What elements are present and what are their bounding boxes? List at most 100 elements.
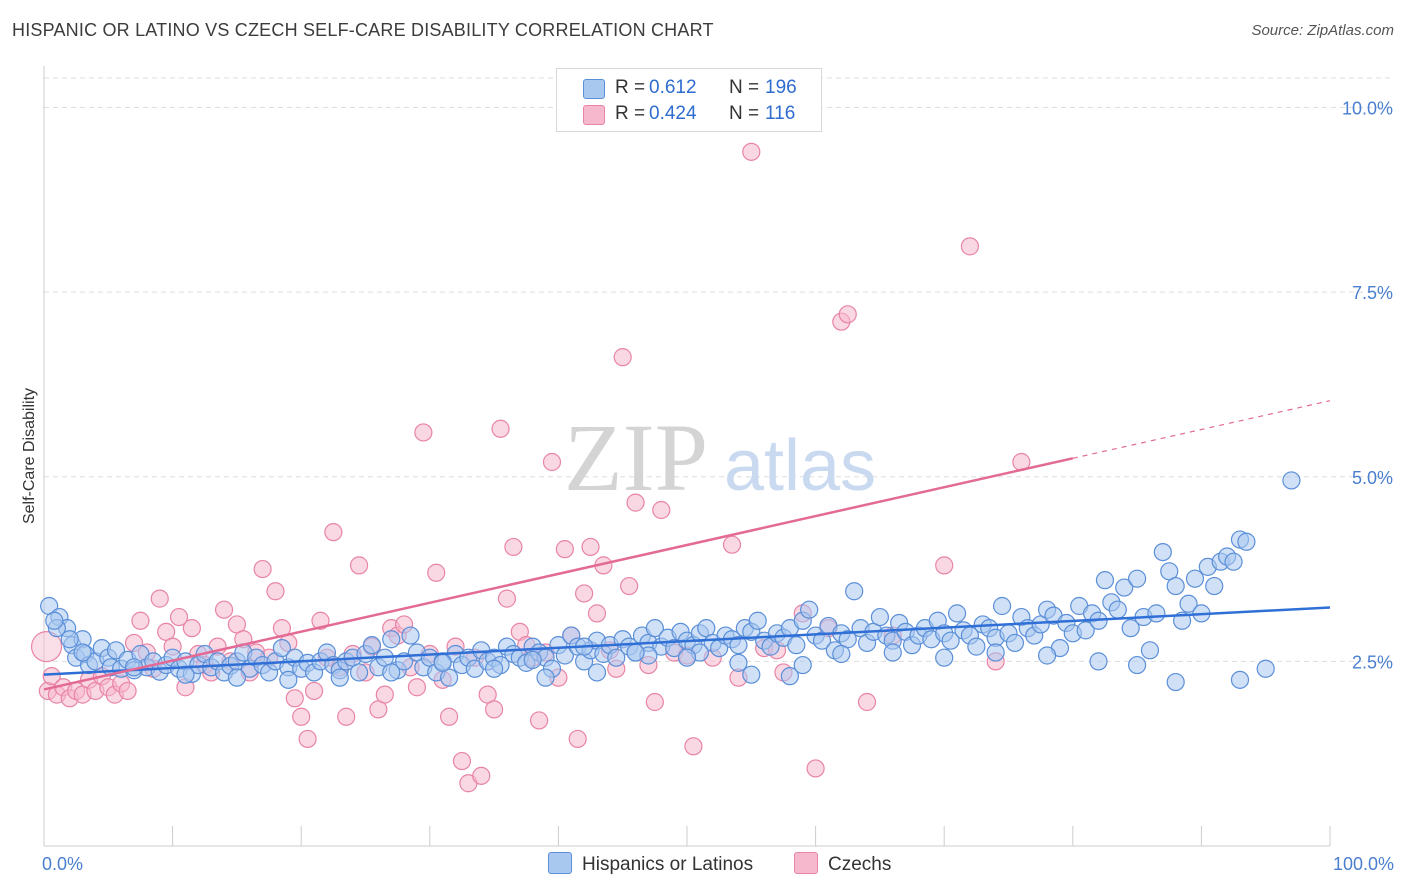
czechs-point	[439, 707, 459, 726]
hispanics-point	[362, 636, 382, 655]
czechs-point	[169, 607, 189, 627]
legend: R = 0.612 N = 196 R = 0.424 N = 116	[556, 68, 822, 132]
czechs-point	[806, 759, 825, 778]
czechs-point	[407, 678, 427, 697]
hispanics-point	[645, 619, 664, 638]
tick-labels: 2.5% 5.0% 7.5% 10.0% 0.0% 100.0%	[42, 99, 1394, 874]
czechs-point	[645, 692, 664, 712]
czechs-point	[742, 142, 761, 161]
hispanics-point	[992, 596, 1012, 616]
czechs-point	[542, 452, 562, 472]
legend-n-label: N =	[729, 103, 760, 124]
hispanics-point	[832, 644, 851, 664]
hispanics-point	[1095, 571, 1115, 590]
hispanics-trend-line	[43, 606, 1331, 676]
hispanics-point	[1166, 672, 1185, 692]
czechs-point	[555, 540, 574, 559]
czechs-point	[253, 559, 272, 579]
czechs-point	[337, 707, 356, 726]
x-tick-label: 0.0%	[42, 854, 83, 874]
legend-n-label: N =	[729, 77, 760, 98]
czechs-point	[414, 423, 433, 442]
hispanics-point	[1179, 594, 1198, 613]
hispanics-point	[1127, 569, 1147, 588]
czechs-point	[504, 537, 523, 557]
hispanics-point	[1153, 542, 1172, 562]
legend-swatch-pink	[794, 852, 818, 874]
trend-lines	[43, 400, 1331, 691]
czechs-point	[530, 711, 549, 730]
x-tick-label: 100.0%	[1333, 854, 1394, 874]
hispanics-point	[787, 636, 806, 655]
hispanics-point	[1115, 578, 1134, 597]
watermark-atlas: atlas	[724, 426, 876, 506]
czechs-point	[684, 737, 703, 756]
czechs-point	[652, 500, 671, 520]
hispanics-point	[1185, 569, 1205, 588]
hispanics-point	[1282, 471, 1301, 490]
hispanics-point	[607, 648, 626, 667]
hispanics-point	[536, 668, 555, 687]
czechs-point	[581, 537, 600, 557]
legend-r-label: R =	[615, 77, 646, 98]
hispanics-point	[485, 659, 504, 678]
source-credit: Source: ZipAtlas.com	[1251, 22, 1394, 39]
czechs-point	[491, 419, 510, 438]
czechs-point	[587, 604, 607, 623]
hispanics-point	[279, 670, 298, 689]
hispanics-point	[748, 611, 767, 630]
hispanics-point	[986, 643, 1005, 662]
hispanics-point	[1256, 659, 1275, 678]
hispanics-point	[1147, 604, 1166, 623]
hispanics-point	[883, 643, 902, 662]
czechs-point	[214, 600, 234, 619]
bottom-legend-pink: Czechs	[794, 852, 891, 876]
hispanics-point	[330, 668, 349, 687]
hispanics-point	[941, 631, 960, 650]
legend-r-label: R =	[615, 103, 646, 124]
hispanics-point	[800, 600, 819, 619]
legend-swatch-blue	[583, 79, 605, 99]
hispanics-point	[1224, 552, 1243, 571]
czechs-point	[266, 582, 285, 601]
legend-swatch-pink	[583, 105, 605, 125]
hispanics-point	[967, 637, 986, 656]
czechs-point	[298, 729, 317, 749]
hispanics-point	[349, 663, 369, 682]
czechs-point	[375, 685, 394, 704]
hispanics-point	[793, 655, 812, 675]
czechs-point	[497, 589, 517, 608]
czechs-point	[485, 700, 504, 719]
czechs-point	[285, 689, 304, 708]
hispanics-point	[401, 626, 420, 645]
hispanics-point	[1076, 621, 1095, 640]
legend-r-value: 0.612	[649, 77, 697, 98]
czechs-point	[613, 348, 632, 367]
y-tick-label: 10.0%	[1342, 99, 1393, 119]
hispanics-point	[1005, 633, 1025, 653]
legend-swatch-blue	[548, 852, 572, 874]
czechs-point	[935, 556, 954, 575]
hispanics-point	[1230, 670, 1250, 689]
czechs-point	[42, 667, 61, 686]
legend-label-hispanics: Hispanics or Latinos	[582, 854, 754, 875]
hispanics-point	[780, 667, 799, 686]
hispanics-point	[433, 653, 452, 672]
y-tick-label: 7.5%	[1352, 283, 1393, 303]
czechs-point	[292, 707, 311, 726]
hispanics-point	[1108, 600, 1127, 619]
czechs-point	[311, 611, 330, 630]
czechs-point	[722, 535, 742, 554]
czechs-point	[349, 556, 369, 575]
hispanics-point	[1089, 652, 1108, 671]
czechs-point	[452, 751, 472, 771]
czechs-point	[304, 681, 324, 701]
hispanics-point	[870, 607, 890, 627]
hispanics-point	[272, 638, 292, 658]
watermark-zip: ZIP	[564, 404, 708, 511]
legend-label-czechs: Czechs	[828, 854, 892, 875]
czechs-point	[620, 576, 639, 596]
legend-r-value: 0.424	[649, 103, 697, 124]
hispanics-point	[729, 653, 748, 672]
